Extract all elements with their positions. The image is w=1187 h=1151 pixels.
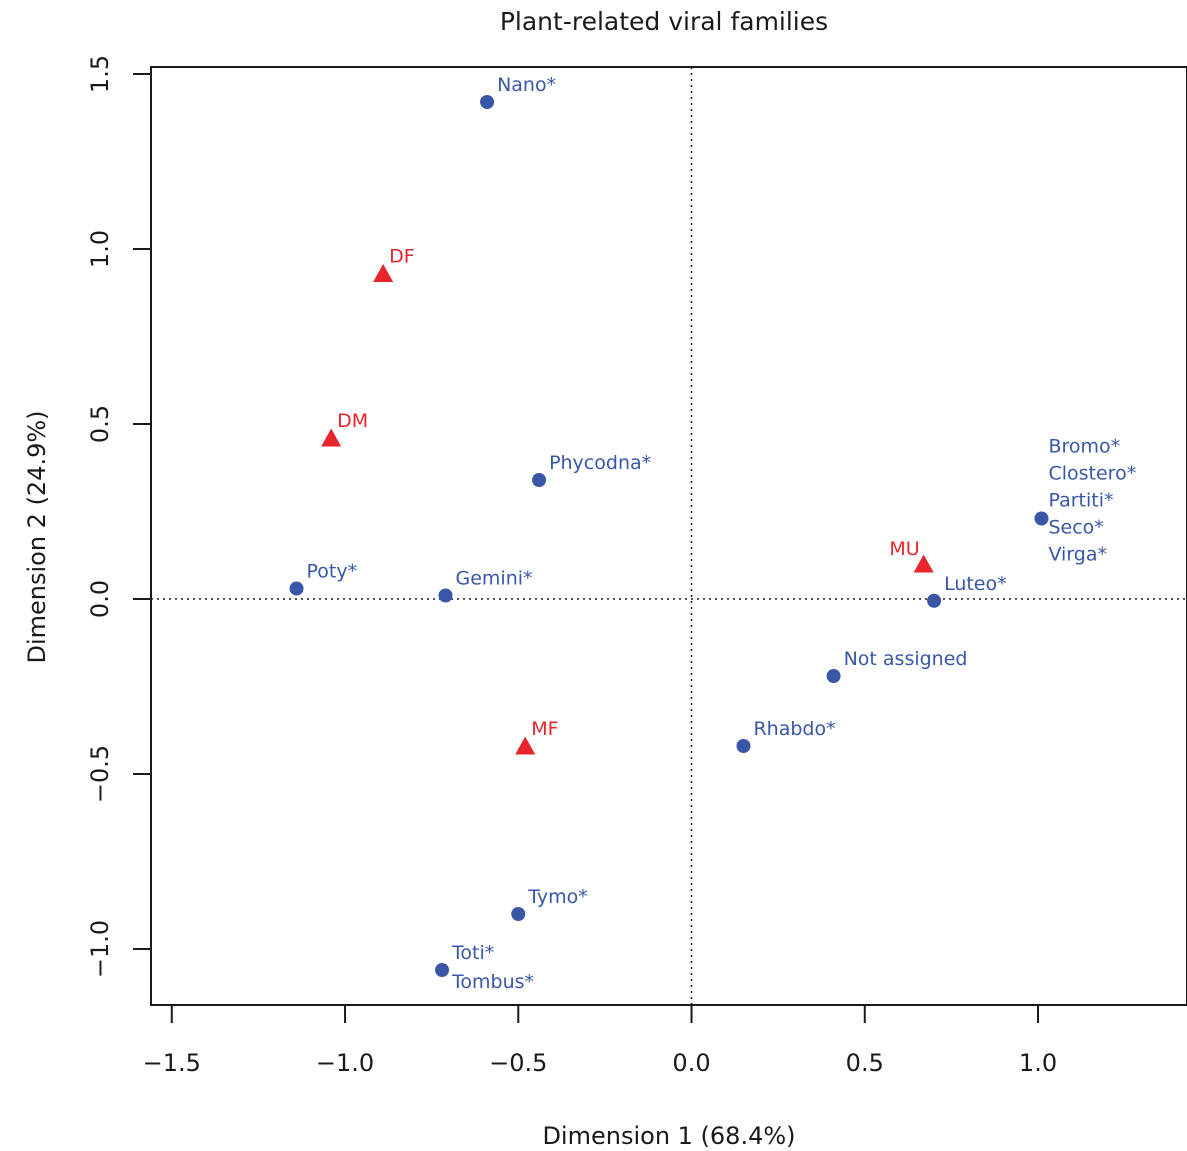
data-points: Nano* Phycodna* Poty* Gemini* Bromo* Clostero…	[289, 74, 1136, 993]
chart-title: Plant-related viral families	[500, 7, 828, 36]
family-point	[289, 581, 304, 596]
family-label: Tymo*	[527, 886, 588, 908]
family-label: Seco*	[1048, 517, 1103, 539]
family-point	[927, 593, 942, 608]
family-label: Gemini*	[456, 568, 533, 590]
y-tick-label: −0.5	[86, 745, 114, 803]
group-triangle	[373, 264, 394, 282]
y-axis: −1.0 −0.5 0.0 0.5 1.0 1.5	[86, 55, 152, 978]
x-tick-label: 1.0	[1019, 1049, 1057, 1077]
y-tick-label: 0.0	[86, 580, 114, 618]
family-point	[438, 588, 453, 603]
x-tick-label: 0.0	[672, 1049, 710, 1077]
family-point	[435, 963, 450, 977]
y-tick-label: −1.0	[86, 920, 114, 978]
family-point	[532, 473, 547, 487]
group-label: DM	[337, 410, 368, 432]
group-label: MU	[889, 538, 919, 560]
x-tick-label: −1.5	[143, 1049, 201, 1077]
x-tick-label: 0.5	[846, 1049, 884, 1077]
x-tick-label: −0.5	[489, 1049, 547, 1077]
y-tick-label: 1.0	[86, 230, 114, 268]
group-label: DF	[389, 246, 415, 268]
group-triangle	[913, 554, 934, 573]
family-label: Phycodna*	[549, 452, 651, 474]
family-point	[480, 95, 495, 109]
family-label: Toti*	[451, 942, 494, 964]
family-label: Luteo*	[944, 573, 1007, 595]
family-label: Bromo*	[1048, 436, 1120, 458]
family-label: Rhabdo*	[753, 718, 835, 740]
group-triangle	[515, 736, 536, 755]
y-tick-label: 0.5	[86, 405, 114, 443]
group-triangle	[321, 428, 342, 447]
y-tick-label: 1.5	[86, 55, 114, 93]
family-label: Clostero*	[1048, 463, 1136, 485]
family-label: Nano*	[497, 74, 556, 96]
family-label: Not assigned	[844, 648, 968, 670]
family-point	[1034, 511, 1049, 526]
family-point	[511, 907, 526, 921]
family-point	[826, 669, 841, 683]
reference-lines	[151, 67, 1187, 1005]
family-label: Poty*	[307, 561, 358, 583]
x-tick-label: −1.0	[316, 1049, 374, 1077]
group-label: MF	[531, 718, 558, 740]
y-axis-label: Dimension 2 (24.9%)	[23, 410, 51, 663]
family-label: Tombus*	[451, 971, 534, 993]
x-axis-label: Dimension 1 (68.4%)	[542, 1122, 795, 1150]
x-axis: −1.5 −1.0 −0.5 0.0 0.5 1.0	[143, 1004, 1057, 1077]
family-point	[736, 739, 751, 753]
plot-frame	[150, 66, 1187, 1006]
family-label: Partiti*	[1048, 490, 1113, 512]
family-label: Virga*	[1048, 544, 1107, 566]
